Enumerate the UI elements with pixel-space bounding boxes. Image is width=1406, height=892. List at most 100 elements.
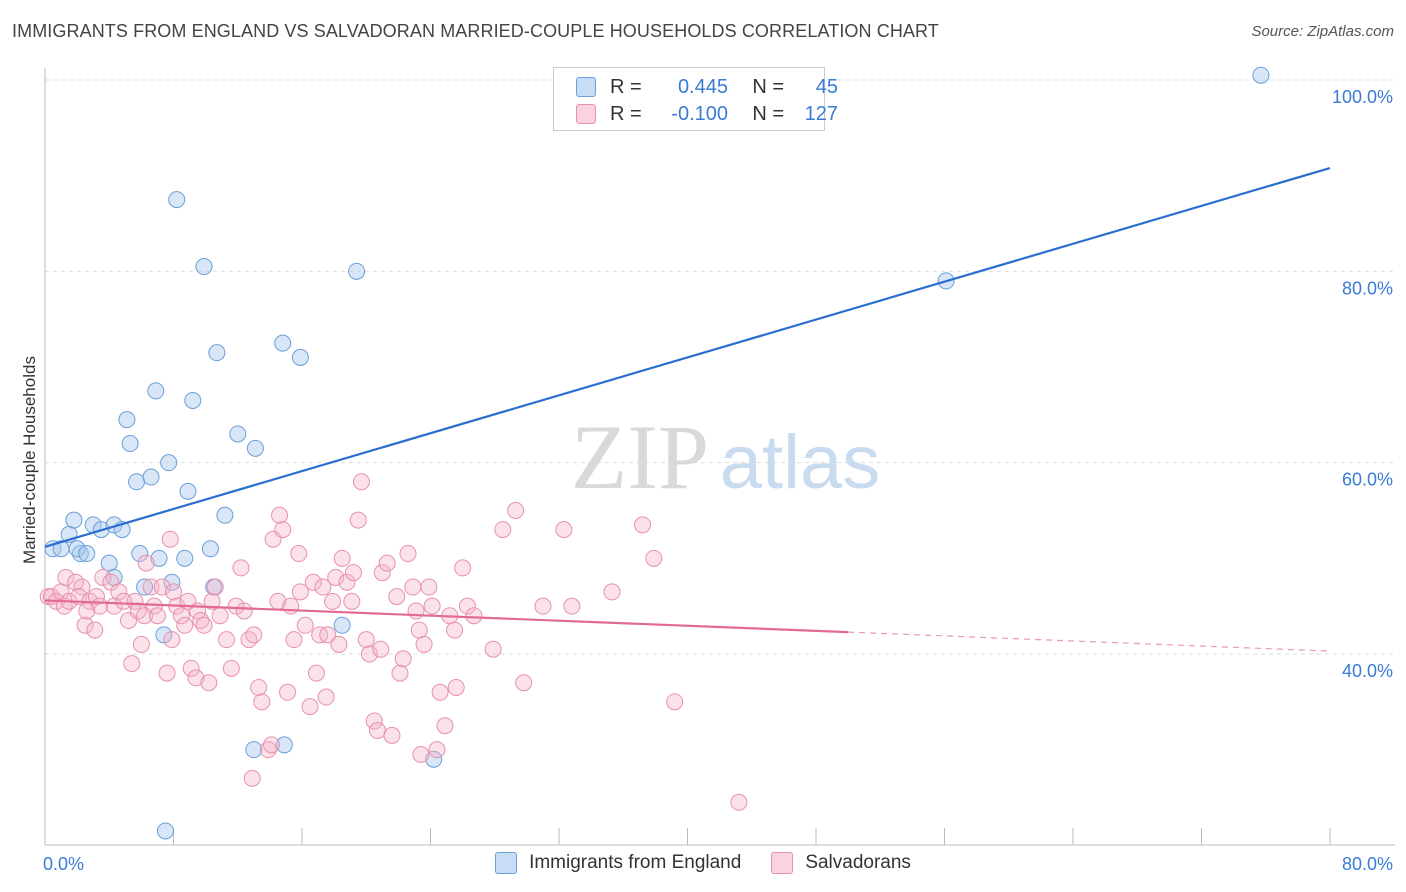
england-point [168,191,186,209]
england-point [274,334,292,352]
series-salvadoran-points [39,473,748,811]
salvadoran-point [365,712,383,730]
salvadoran-point [534,597,552,615]
salvadoran-point [253,693,271,711]
salvadoran-point [357,631,375,649]
salvadoran-point [349,511,367,529]
salvadoran-point [338,573,356,591]
england-point [142,468,160,486]
salvadoran-point [165,583,182,601]
salvadoran-point [372,640,390,658]
salvadoran-point [407,602,425,620]
salvadoran-point [126,592,144,610]
y-tick-label: 60.0% [1342,470,1393,490]
legend-item-england: Immigrants from England [495,852,741,874]
salvadoran-trend-line [44,599,849,634]
y-tick-label: 80.0% [1342,278,1393,298]
england-point [208,344,226,362]
source-credit: Source: ZipAtlas.com [1251,23,1394,40]
salvadoran-point [123,655,141,673]
salvadoran-point [465,607,483,625]
salvadoran-point [555,521,573,539]
salvadoran-point [428,741,446,759]
salvadoran-point [404,578,422,596]
england-point [147,382,165,400]
salvadoran-point [203,592,221,610]
salvadoran-point [431,683,449,701]
salvadoran-point [330,635,348,653]
salvadoran-point [73,578,91,596]
salvadoran-point [192,612,210,630]
salvadoran-point [458,597,476,615]
england-point [131,545,149,563]
legend-r-value: -0.100 [671,102,728,125]
salvadoran-point [182,659,200,677]
salvadoran-point [148,607,166,625]
salvadoran-point [634,516,652,534]
salvadoran-point [145,597,163,615]
england-point [291,348,309,366]
tick-labels: 40.0% 60.0% 80.0% 100.0% 0.0% 80.0% [43,87,1393,874]
salvadoran-point [274,521,292,539]
salvadoran-point [388,588,406,606]
salvadoran-point [195,616,213,634]
salvadoran-point [494,521,512,539]
salvadoran-point [319,626,337,644]
salvadoran-point [344,564,362,582]
salvadoran-point [324,592,342,610]
england-point [201,540,219,558]
salvadoran-point [291,583,309,601]
england-point [184,391,202,409]
salvadoran-trend-extension [848,631,1331,652]
series-england-points [44,66,1270,840]
salvadoran-point [279,683,297,701]
salvadoran-point [515,674,533,692]
salvadoran-point [271,506,289,524]
england-point [333,616,351,634]
legend-r-value: 0.445 [677,75,728,98]
salvadoran-point [87,588,105,606]
england-point [136,578,154,596]
england-point [121,435,139,453]
salvadoran-point [206,578,224,596]
legend-swatch-pink [771,852,794,874]
chart-title: IMMIGRANTS FROM ENGLAND VS SALVADORAN MA… [12,21,939,41]
legend-n-label: N = [752,75,784,98]
england-point [425,750,443,768]
england-point [68,540,86,558]
watermark-zip: ZIP [571,406,709,508]
salvadoran-point [78,602,96,620]
salvadoran-point [76,616,94,634]
salvadoran-point [235,602,253,620]
salvadoran-point [666,693,684,711]
zipatlas-watermark: ZIP atlas [571,406,880,508]
salvadoran-point [285,631,303,649]
england-point [246,439,264,457]
salvadoran-point [86,621,104,639]
salvadoran-point [352,473,370,491]
x-tick-label: 80.0% [1342,854,1393,874]
salvadoran-point [132,635,150,653]
salvadoran-point [240,631,258,649]
england-point [275,736,293,754]
salvadoran-point [563,597,581,615]
salvadoran-point [304,573,322,591]
salvadoran-point [373,564,391,582]
salvadoran-point [603,583,621,601]
salvadoran-point [57,568,75,586]
salvadoran-point [307,664,325,682]
salvadoran-point [290,545,308,563]
salvadoran-point [412,745,430,763]
england-point [156,822,174,840]
salvadoran-point [645,549,663,567]
salvadoran-point [447,678,465,696]
salvadoran-point [227,597,245,615]
salvadoran-point [282,597,300,615]
legend-item-salvadoran: Salvadorans [771,852,911,874]
salvadoran-point [158,664,176,682]
correlation-legend: R = 0.445 N = 45 R = -0.100 N = 127 [553,67,838,131]
salvadoran-point [110,583,128,601]
england-point [176,549,194,567]
salvadoran-point [436,717,454,735]
